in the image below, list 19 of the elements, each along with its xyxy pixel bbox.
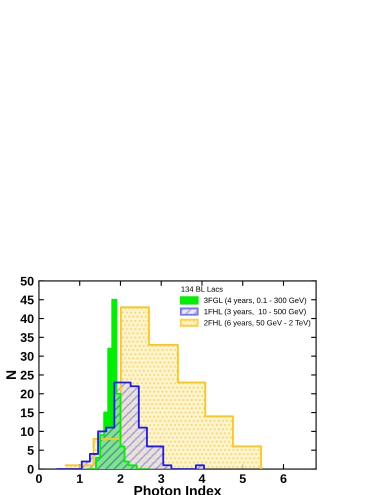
x-tick-label: 3	[158, 474, 164, 484]
y-tick-label: 50	[20, 276, 34, 286]
x-tick-label: 1	[77, 474, 83, 483]
y-tick-label: 35	[20, 333, 34, 342]
y-tick-label: 20	[20, 390, 34, 398]
y-tick-label: 30	[20, 352, 34, 361]
x-tick-label: 0	[36, 474, 42, 484]
y-tick-label: 25	[20, 370, 34, 380]
x-tick-label: 2	[117, 474, 124, 483]
y-axis-title: N	[6, 370, 16, 380]
y-tick-label: 0	[28, 464, 34, 474]
x-tick-label: 4	[198, 474, 206, 483]
y-tick-label: 40	[20, 314, 34, 324]
x-tick-label: 5	[240, 474, 246, 484]
y-tick-label: 5	[28, 446, 34, 455]
y-tick-label: 10	[20, 427, 34, 436]
x-tick-label: 6	[280, 474, 287, 484]
y-tick-label: 45	[20, 296, 34, 304]
y-tick-label: 15	[20, 408, 34, 418]
